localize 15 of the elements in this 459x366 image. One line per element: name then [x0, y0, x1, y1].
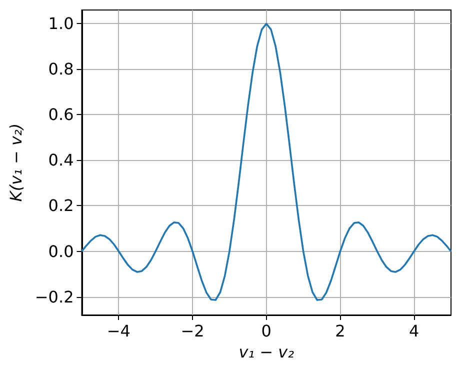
x-tick-label: −4	[106, 322, 130, 340]
y-tick-label: 0.0	[48, 242, 74, 261]
y-tick-label: 0.8	[48, 60, 74, 79]
x-tick-label: 0	[261, 322, 272, 340]
x-tick-label: 4	[408, 322, 420, 340]
y-tick-label: −0.2	[34, 287, 74, 306]
y-tick-label: 0.4	[48, 150, 74, 170]
y-axis-title: K(v₁ − v₂)	[6, 123, 26, 202]
line-series	[80, 22, 452, 301]
y-tick-label: 0.2	[48, 196, 74, 216]
y-tick-label: 0.6	[48, 105, 74, 124]
x-tick-label: 2	[335, 322, 346, 340]
y-tick-label: 1.0	[48, 14, 74, 34]
x-tick-label: −2	[180, 322, 204, 340]
x-axis-title: v₁ − v₂	[238, 342, 295, 362]
